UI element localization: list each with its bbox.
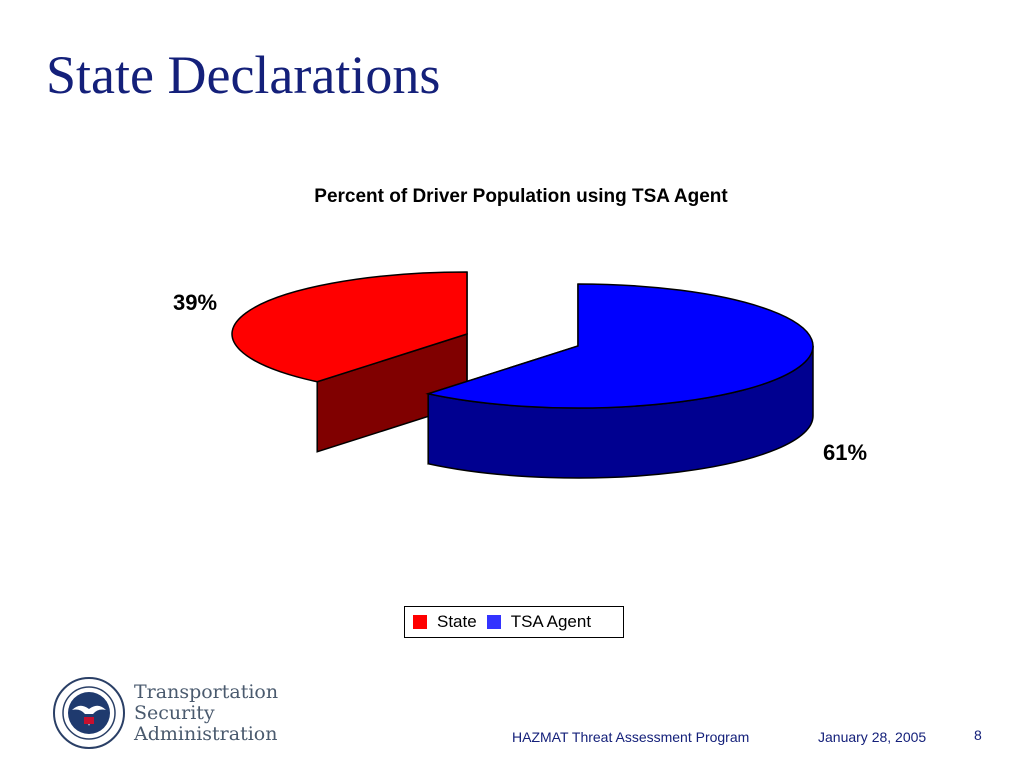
data-label: 39% [173,290,217,315]
page-number: 8 [974,727,982,743]
dhs-seal-icon [53,677,125,749]
agency-name-line-3: Administration [134,722,278,745]
legend-swatch-tsa-agent [486,615,501,629]
chart-legend: State TSA Agent [404,606,624,638]
pie-slice-tsa-agent: 61% [425,283,867,479]
legend-item-tsa-agent: TSA Agent [486,612,592,632]
tsa-logo: Transportation Security Administration [52,676,278,750]
pie-slice-state: 39% [173,271,468,453]
agency-name: Transportation Security Administration [134,680,279,745]
agency-name-line-2: Security [134,701,215,724]
agency-name-line-1: Transportation [134,680,279,703]
footer-date: January 28, 2005 [818,729,927,745]
legend-swatch-state [413,615,427,629]
legend-label-state: State [437,612,477,631]
legend-label-tsa-agent: TSA Agent [510,612,592,631]
chart-title: Percent of Driver Population using TSA A… [314,186,728,207]
pie-slice-top [425,283,814,409]
slide-title: State Declarations [46,45,441,105]
pie-slice-top [231,271,468,383]
legend-item-state: State [413,612,477,632]
data-label: 61% [823,440,867,465]
footer-program: HAZMAT Threat Assessment Program [512,729,750,745]
